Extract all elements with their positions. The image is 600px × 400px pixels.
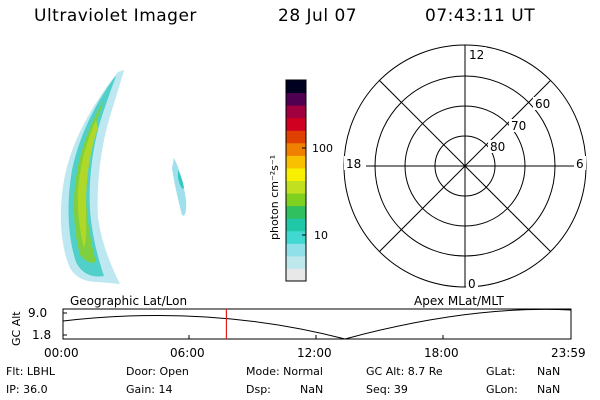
ytick-9: 9.0 <box>28 306 48 320</box>
colorbar-segment <box>286 155 306 169</box>
colorbar-segment <box>286 117 306 131</box>
mlt-label-6: 6 <box>576 157 584 171</box>
auroral-image <box>60 70 187 284</box>
glon-label: GLon: <box>486 383 518 396</box>
glat-label: GLat: <box>486 365 516 378</box>
colorbar-segment <box>286 230 306 244</box>
timeline-yticks <box>63 312 67 336</box>
seq-info: Seq: 39 <box>366 383 408 396</box>
filter-info: Flt: LBHL <box>6 365 55 378</box>
ytick-1-8: 1.8 <box>32 328 52 342</box>
lat-label-bg-60 <box>533 97 551 110</box>
colorbar-segment <box>286 167 306 181</box>
glat-value: NaN <box>537 365 561 378</box>
geographic-label: Geographic Lat/Lon <box>70 294 188 308</box>
mlt-label-18: 18 <box>346 157 361 171</box>
timeline-yaxis-label: GC Alt <box>10 311 23 346</box>
lat-label-80: 80 <box>490 140 505 154</box>
lat-label-60: 60 <box>535 97 550 111</box>
colorbar-segment <box>286 255 306 269</box>
colorbar-segment <box>286 218 306 232</box>
xtick-2359: 23:59 <box>551 346 586 360</box>
door-info: Door: Open <box>126 365 189 378</box>
colorbar-tick-label-10: 10 <box>314 229 328 242</box>
timeline-xticks <box>188 335 444 339</box>
lat-label-bg-70 <box>509 119 527 132</box>
xtick-1800: 18:00 <box>424 346 459 360</box>
mlt-label-bg-bottom <box>466 276 478 288</box>
colorbar <box>286 80 306 282</box>
gc-alt-info: GC Alt: 8.7 Re <box>366 365 443 378</box>
lat-label-70: 70 <box>511 119 526 133</box>
xtick-0000: 00:00 <box>44 346 79 360</box>
instrument-title: Ultraviolet Imager <box>34 6 197 26</box>
gain-info: Gain: 14 <box>126 383 173 396</box>
apex-label: Apex MLat/MLT <box>414 294 504 308</box>
mlt-label-bg-top <box>466 47 486 61</box>
time-label: 07:43:11 UT <box>425 6 536 26</box>
xtick-0600: 06:00 <box>170 346 205 360</box>
ip-info: IP: 36.0 <box>6 383 48 396</box>
colorbar-segment <box>286 243 306 257</box>
colorbar-unit-label: photon cm⁻²s⁻¹ <box>268 155 281 240</box>
colorbar-tick-label-100: 100 <box>312 142 333 155</box>
colorbar-segment <box>286 80 306 94</box>
colorbar-segment <box>286 92 306 106</box>
mlt-label-bg-left <box>344 156 366 170</box>
colorbar-segment <box>286 142 306 156</box>
colorbar-segment <box>286 130 306 144</box>
mode-info: Mode: Normal <box>246 365 323 378</box>
date-label: 28 Jul 07 <box>278 6 358 26</box>
dsp-value: NaN <box>300 383 324 396</box>
polar-grid <box>343 44 587 288</box>
colorbar-segment <box>286 268 306 282</box>
lat-label-bg-80 <box>488 140 506 153</box>
colorbar-segment <box>286 105 306 119</box>
colorbar-segment <box>286 205 306 219</box>
mlt-label-12: 12 <box>469 48 484 62</box>
dsp-label: Dsp: <box>246 383 271 396</box>
xtick-1200: 12:00 <box>297 346 332 360</box>
altitude-curve <box>62 308 572 340</box>
colorbar-segment <box>286 193 306 207</box>
colorbar-frame <box>285 79 307 282</box>
glon-value: NaN <box>537 383 561 396</box>
mlt-label-bg-right <box>574 156 586 170</box>
colorbar-segment <box>286 180 306 194</box>
timeline-frame <box>62 308 572 340</box>
mlt-label-0: 0 <box>468 277 476 291</box>
